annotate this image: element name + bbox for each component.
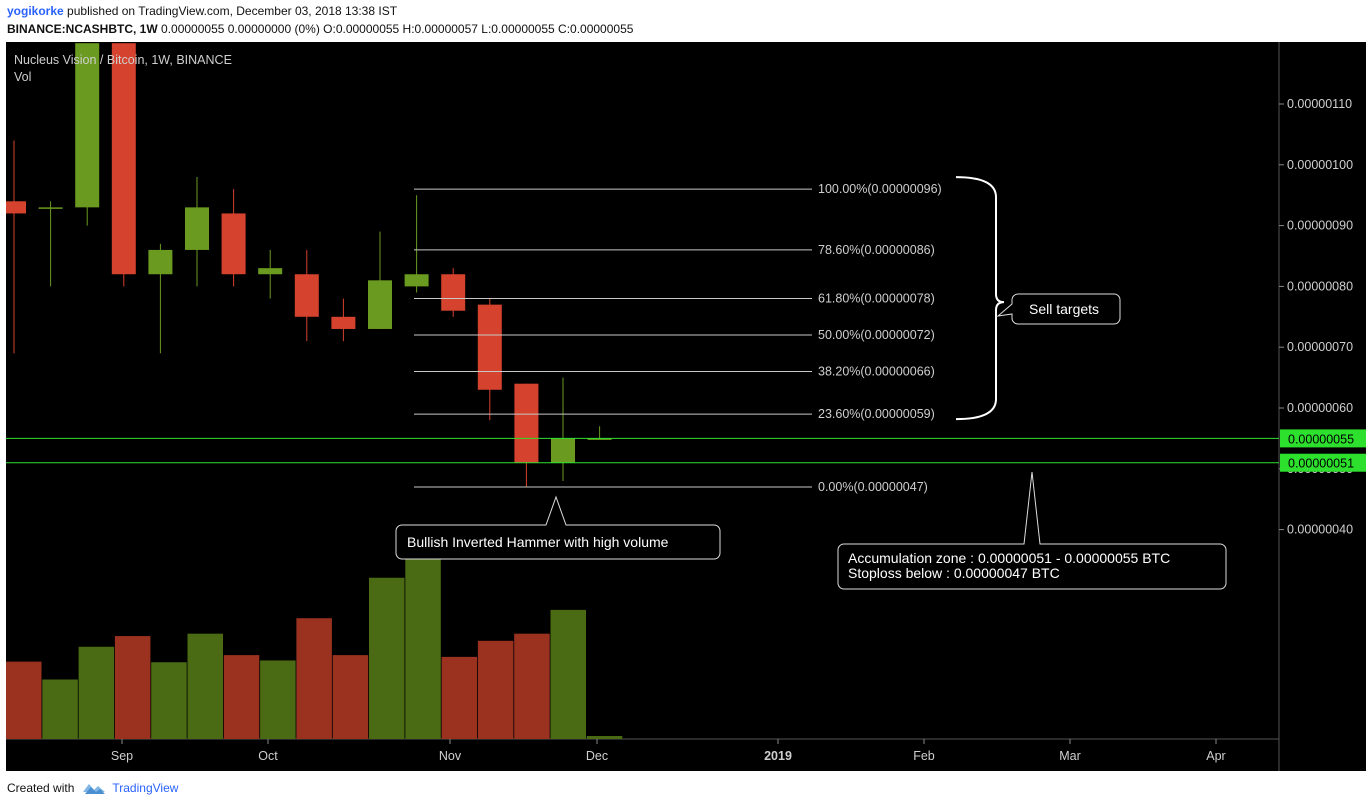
tradingview-logo-icon: [83, 784, 106, 794]
symbol-label: BINANCE:NCASHBTC, 1W: [7, 22, 158, 36]
hammer-callout: [395, 495, 721, 560]
volume-bar: [296, 618, 332, 739]
candle-body: [294, 274, 319, 317]
candle-body: [75, 43, 100, 208]
symbol-line: BINANCE:NCASHBTC, 1W 0.00000055 0.000000…: [7, 22, 633, 36]
volume-bar: [477, 640, 514, 739]
zone-price-tag: [1280, 429, 1366, 448]
x-tick-label: Apr: [1206, 749, 1225, 763]
candle-body: [221, 213, 246, 275]
candle-body: [331, 316, 356, 329]
y-tick-label: 0.00000040: [1287, 523, 1353, 537]
candle-body: [441, 274, 466, 311]
candle-body: [514, 383, 539, 463]
volume-bar: [6, 661, 42, 739]
volume-bar: [78, 646, 115, 739]
x-tick-label: Dec: [586, 749, 608, 763]
volume-bar: [151, 662, 187, 739]
hammer-text: Bullish Inverted Hammer with high volume: [407, 534, 669, 550]
x-tick-label: Nov: [439, 749, 462, 763]
x-tick-label: Sep: [111, 749, 133, 763]
x-tick-label: Feb: [913, 749, 935, 763]
chart-title: Nucleus Vision / Bitcoin, 1W, BINANCE: [14, 53, 232, 67]
volume-bar: [187, 633, 223, 739]
tradingview-link[interactable]: TradingView: [112, 781, 179, 795]
candle-body: [111, 43, 136, 275]
candle-body: [551, 438, 575, 463]
candle-body: [368, 280, 392, 329]
volume-label: Vol: [14, 70, 31, 84]
volume-bar: [586, 736, 623, 739]
fib-label: 78.60%(0.00000086): [818, 243, 935, 257]
candle-body: [6, 201, 26, 214]
volume-bar: [223, 655, 260, 739]
candle-body: [185, 207, 209, 250]
volume-bar: [114, 636, 151, 739]
ohlc-values: 0.00000055 0.00000000 (0%) O:0.00000055 …: [161, 22, 634, 36]
candle-body: [404, 274, 429, 287]
sell-targets-bracket: [955, 176, 1005, 421]
x-tick-label: Oct: [258, 749, 278, 763]
y-tick-label: 0.00000110: [1287, 97, 1352, 111]
zone-price-label: 0.00000051: [1288, 457, 1354, 471]
candle-body: [477, 304, 502, 390]
x-tick-label: 2019: [764, 749, 792, 763]
volume-bar: [441, 656, 478, 739]
fib-label: 38.20%(0.00000066): [818, 365, 935, 379]
y-tick-label: 0.00000070: [1287, 340, 1353, 354]
volume-bar: [42, 679, 78, 739]
zone-price-label: 0.00000055: [1288, 432, 1354, 446]
candle-body: [258, 268, 283, 275]
fib-label: 100.00%(0.00000096): [818, 182, 942, 196]
volume-bar: [405, 539, 441, 739]
candle-body: [38, 207, 63, 209]
y-tick-label: 0.00000090: [1287, 219, 1353, 233]
created-with-label: Created with: [7, 781, 75, 795]
volume-bar: [332, 655, 369, 739]
fib-label: 0.00%(0.00000047): [818, 480, 928, 494]
candle-body: [587, 438, 612, 440]
fib-label: 61.80%(0.00000078): [818, 292, 935, 306]
zone-price-tag: [1280, 453, 1366, 472]
candle-body: [148, 249, 173, 275]
x-tick-label: Mar: [1059, 749, 1081, 763]
fib-label: 50.00%(0.00000072): [818, 328, 935, 342]
volume-bar: [369, 577, 405, 739]
fib-label: 23.60%(0.00000059): [818, 407, 935, 421]
sell-targets-callout: [996, 293, 1121, 325]
author-link[interactable]: yogikorke: [7, 4, 64, 18]
price-chart[interactable]: 0.000000400.000000500.000000600.00000070…: [6, 42, 1366, 771]
publish-line: yogikorke published on TradingView.com, …: [7, 4, 397, 18]
accumulation-callout: [837, 471, 1227, 590]
y-tick-label: 0.00000080: [1287, 279, 1353, 293]
sell-targets-text: Sell targets: [1029, 301, 1099, 317]
volume-bar: [260, 660, 296, 739]
y-tick-label: 0.00000060: [1287, 401, 1353, 415]
footer: Created with TradingView: [7, 781, 178, 795]
stoploss-text: Stoploss below : 0.00000047 BTC: [848, 565, 1060, 581]
volume-bar: [550, 609, 586, 739]
volume-bar: [514, 633, 550, 739]
publish-info: published on TradingView.com, December 0…: [67, 4, 398, 18]
accumulation-text: Accumulation zone : 0.00000051 - 0.00000…: [848, 550, 1170, 566]
chart-panel[interactable]: 0.000000400.000000500.000000600.00000070…: [6, 42, 1366, 771]
y-tick-label: 0.00000100: [1287, 158, 1353, 172]
